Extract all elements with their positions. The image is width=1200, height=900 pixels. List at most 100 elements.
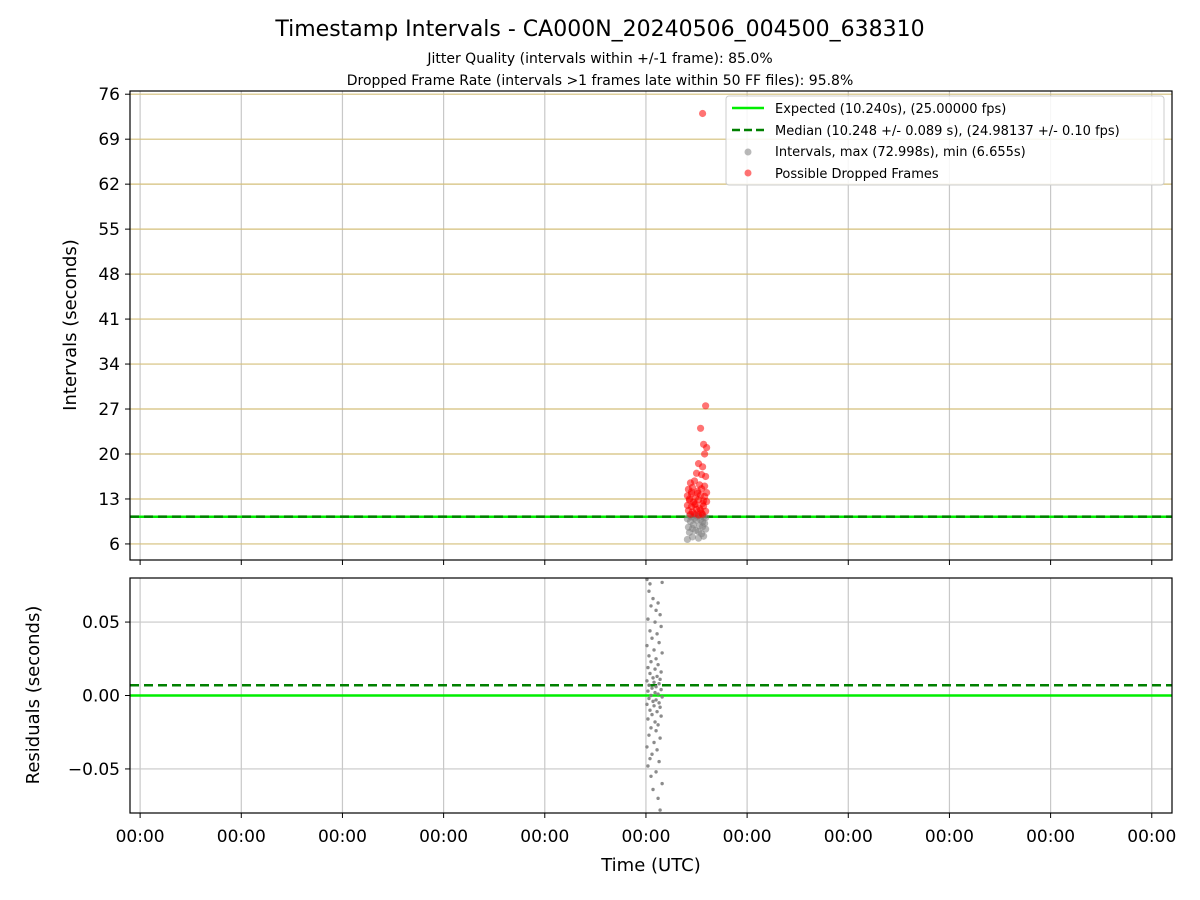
y-tick-label: 6 [109, 535, 120, 555]
y-tick-label: 0.05 [82, 613, 120, 633]
residual-point [646, 617, 650, 621]
residual-point [650, 636, 654, 640]
y-tick-label: 62 [98, 175, 120, 195]
y-axis-label-intervals: Intervals (seconds) [60, 239, 81, 411]
residual-point [646, 665, 650, 670]
residual-point [656, 692, 660, 696]
dropped-frame-point [687, 488, 696, 496]
plot-frame [129, 577, 1173, 814]
residual-point [657, 701, 661, 705]
dropped-frame-point [702, 472, 710, 481]
residual-point [659, 714, 663, 718]
y-tick-label: 48 [98, 265, 120, 285]
x-tick-label: 00:00 [621, 827, 670, 847]
residual-point [656, 662, 660, 667]
residual-point [645, 745, 649, 749]
residual-point [647, 654, 651, 658]
residual-point [658, 808, 662, 812]
residual-point [651, 676, 655, 680]
dropped-frame-point [700, 497, 708, 505]
residual-point [649, 660, 653, 664]
residual-point [653, 690, 657, 695]
residual-point [658, 613, 662, 617]
residual-point [653, 620, 657, 624]
dropped-frame-point [698, 463, 707, 471]
residual-point [652, 648, 656, 652]
interval-point [694, 528, 703, 536]
residual-point [656, 723, 660, 727]
dropped-frame-point [696, 424, 705, 432]
x-tick-label: 00:00 [318, 827, 367, 847]
residual-point [647, 683, 651, 687]
residual-point [648, 629, 652, 633]
residual-point [649, 726, 653, 730]
residual-point [660, 781, 664, 786]
residual-point [658, 736, 662, 740]
residual-point [656, 601, 660, 605]
y-tick-label: 13 [98, 490, 120, 510]
residual-point [654, 729, 658, 733]
residual-point [659, 670, 663, 674]
residual-point [655, 674, 659, 679]
residual-point [657, 640, 661, 645]
dropped-frame-point [696, 506, 705, 514]
residual-point [649, 693, 653, 698]
y-tick-label: 0.00 [82, 687, 120, 707]
residual-point [654, 657, 658, 661]
residual-point [645, 577, 649, 582]
residual-point [654, 698, 658, 702]
residual-point [645, 679, 649, 683]
residual-point [658, 677, 662, 682]
chart-subtitle-dropped: Dropped Frame Rate (intervals >1 frames … [347, 73, 854, 89]
dropped-frame-point [703, 443, 711, 452]
residual-point [654, 770, 658, 774]
residual-point [647, 589, 651, 593]
residual-point [648, 708, 652, 712]
residual-point [659, 687, 663, 692]
y-tick-label: 27 [98, 400, 120, 420]
residual-point [647, 733, 651, 737]
legend: Expected (10.240s), (25.00000 fps) Media… [725, 95, 1165, 186]
legend-dropped-marker [744, 169, 752, 177]
residual-point [646, 764, 650, 768]
y-tick-label: 34 [98, 355, 120, 375]
dropped-frame-point [690, 501, 699, 509]
residual-point [660, 651, 664, 655]
residual-point [657, 682, 661, 686]
residual-point [655, 709, 659, 714]
residual-point [645, 643, 649, 648]
x-tick-label: 00:00 [824, 827, 873, 847]
residual-point [649, 604, 653, 608]
residual-point [659, 624, 663, 629]
residual-point [650, 686, 654, 690]
y-tick-label: −0.05 [68, 760, 120, 780]
residual-point [651, 787, 655, 792]
intervals-panel: 6 13 20 27 34 41 48 55 62 69 76 [98, 85, 1173, 565]
dropped-frame-point [698, 109, 707, 118]
y-tick-label: 69 [98, 130, 120, 150]
residual-point [653, 667, 657, 671]
x-tick-label: 00:00 [217, 827, 266, 847]
y-tick-label: 41 [98, 310, 120, 330]
residual-point [650, 712, 654, 717]
residual-point [646, 689, 650, 693]
residual-point [660, 695, 664, 699]
dropped-frame-point [685, 495, 694, 503]
residual-point [653, 720, 657, 724]
legend-intervals-marker [744, 148, 752, 156]
y-axis-label-residuals: Residuals (seconds) [23, 606, 44, 785]
residual-point [657, 759, 661, 764]
x-tick-label: 00:00 [1127, 827, 1176, 847]
residual-point [656, 796, 660, 801]
residual-point [660, 580, 664, 585]
x-axis-label: Time (UTC) [600, 855, 701, 876]
residual-point [658, 705, 662, 709]
residual-point [654, 684, 658, 689]
x-tick-label: 00:00 [520, 827, 569, 847]
residual-point [652, 680, 656, 684]
x-tick-label: 00:00 [116, 827, 165, 847]
dropped-frame-point [702, 402, 710, 410]
residual-point [650, 752, 654, 756]
y-tick-label: 55 [98, 220, 120, 240]
